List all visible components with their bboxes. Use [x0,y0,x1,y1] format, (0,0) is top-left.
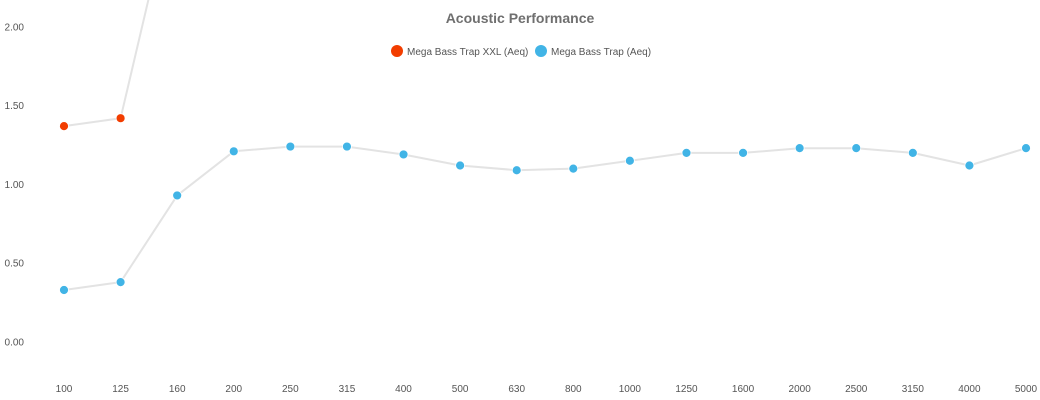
legend-label-standard: Mega Bass Trap (Aeq) [551,47,651,58]
x-tick-label: 1600 [732,384,755,395]
x-tick-label: 500 [452,384,469,395]
data-point-series-1[interactable] [228,146,239,157]
series-lines [63,0,1027,291]
legend-item-standard[interactable]: Mega Bass Trap (Aeq) [535,45,651,58]
data-point-series-1[interactable] [794,143,805,154]
x-tick-label: 630 [508,384,525,395]
y-axis: 0.000.501.001.502.002.503.003.50 [5,22,25,349]
data-point-series-1[interactable] [964,160,975,171]
x-tick-label: 1000 [619,384,642,395]
data-point-series-1[interactable] [624,155,635,166]
data-point-series-1[interactable] [568,163,579,174]
legend-label-xxl: Mega Bass Trap XXL (Aeq) [407,47,528,58]
x-tick-label: 2000 [789,384,812,395]
data-point-series-1[interactable] [285,141,296,152]
data-point-series-1[interactable] [115,277,126,288]
data-point-series-1[interactable] [172,190,183,201]
x-tick-label: 5000 [1015,384,1038,395]
chart-title: Acoustic Performance [446,10,595,26]
y-tick-label: 1.50 [5,101,25,112]
x-tick-label: 4000 [958,384,981,395]
x-tick-label: 250 [282,384,299,395]
x-axis: 100 125 160 200 250 315 400 500 630 800 1000 1250 16… [56,384,1038,395]
x-tick-label: 1250 [675,384,698,395]
x-tick-label: 160 [169,384,186,395]
legend-item-xxl[interactable]: Mega Bass Trap XXL (Aeq) [391,45,528,58]
data-point-series-0[interactable] [115,113,126,124]
data-point-series-1[interactable] [907,147,918,158]
series-points [59,113,1031,295]
legend-swatch-standard [535,45,547,57]
y-tick-label: 0.50 [5,259,25,270]
x-tick-label: 125 [112,384,129,395]
data-point-series-1[interactable] [342,141,352,152]
y-tick-label: 0.00 [5,338,25,349]
series-line-1 [63,145,1027,291]
data-point-series-1[interactable] [398,149,409,160]
x-tick-label: 2500 [845,384,868,395]
y-tick-label: 1.00 [5,180,25,191]
legend-swatch-xxl [391,45,403,57]
y-tick-label: 2.00 [5,22,25,33]
data-point-series-1[interactable] [59,285,69,295]
data-point-series-1[interactable] [681,147,692,158]
x-tick-label: 3150 [902,384,925,395]
x-tick-label: 800 [565,384,582,395]
x-tick-label: 315 [339,384,356,395]
data-point-series-1[interactable] [455,160,466,171]
x-tick-label: 200 [225,384,242,395]
data-point-series-1[interactable] [738,147,748,158]
data-point-series-1[interactable] [1021,143,1031,154]
data-point-series-0[interactable] [59,121,69,131]
x-tick-label: 400 [395,384,412,395]
chart-legend: Mega Bass Trap XXL (Aeq) Mega Bass Trap … [391,45,651,58]
data-point-series-1[interactable] [851,143,862,154]
x-tick-label: 100 [56,384,73,395]
data-point-series-1[interactable] [511,165,522,176]
